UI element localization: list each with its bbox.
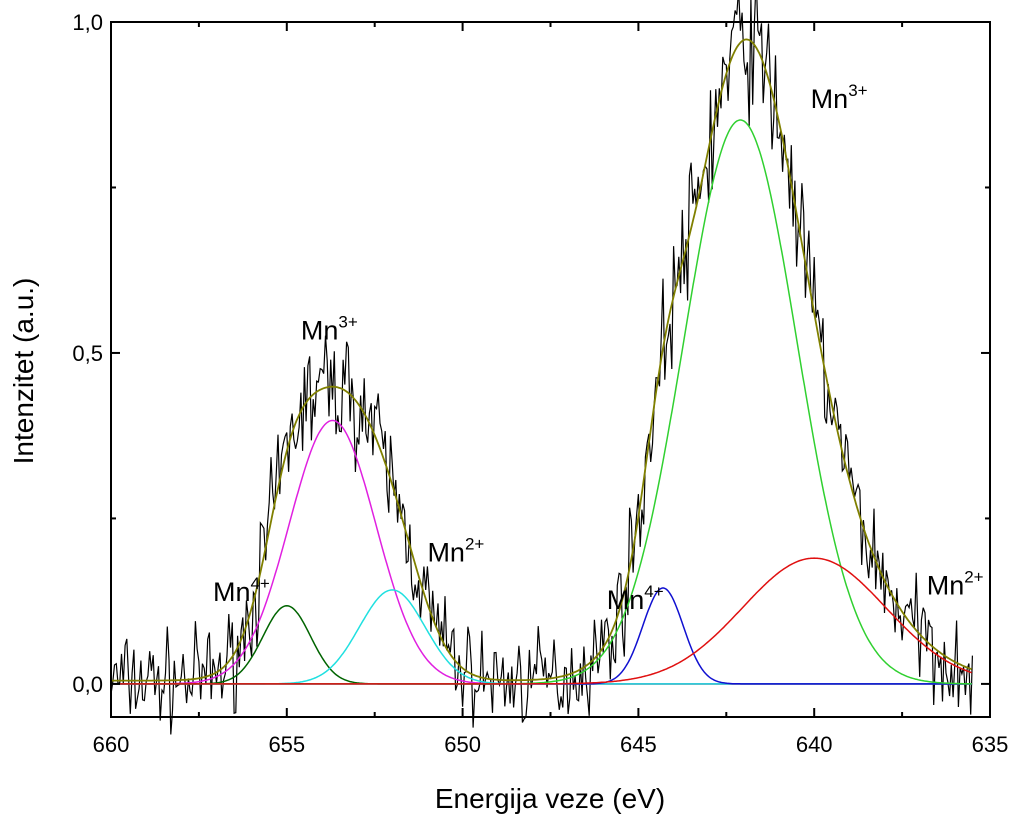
x-tick-label: 655 <box>268 732 305 757</box>
x-tick-label: 635 <box>972 732 1009 757</box>
x-tick-label: 650 <box>444 732 481 757</box>
annotation-mn-2plus: Mn2+ <box>427 534 484 567</box>
x-tick-label: 640 <box>796 732 833 757</box>
annotation-mn-4plus: Mn4+ <box>213 574 270 607</box>
x-tick-label: 645 <box>620 732 657 757</box>
y-tick-label: 0,0 <box>72 672 103 697</box>
x-axis: 660 655 650 645 640 635 <box>93 22 1009 757</box>
x-tick-label: 660 <box>93 732 130 757</box>
annotation-mn-3plus: Mn3+ <box>301 313 358 346</box>
y-axis-label: Intenzitet (a.u.) <box>8 278 39 465</box>
series-component-mn2plus-5 <box>111 557 972 685</box>
y-tick-label: 0,5 <box>72 341 103 366</box>
y-tick-label: 1,0 <box>72 10 103 35</box>
annotation-mn-4plus: Mn4+ <box>607 582 664 615</box>
plot-area <box>110 0 973 735</box>
x-axis-label: Energija veze (eV) <box>435 783 665 814</box>
peak-annotations: Mn4+ Mn3+ Mn2+ Mn4+ Mn3+ Mn2+ <box>213 81 984 615</box>
annotation-mn-3plus: Mn3+ <box>811 81 868 114</box>
annotation-mn-2plus: Mn2+ <box>927 568 984 601</box>
y-axis: 0,0 0,5 1,0 <box>72 10 990 697</box>
plot-frame <box>110 21 991 718</box>
series-envelope-fit <box>111 38 973 682</box>
